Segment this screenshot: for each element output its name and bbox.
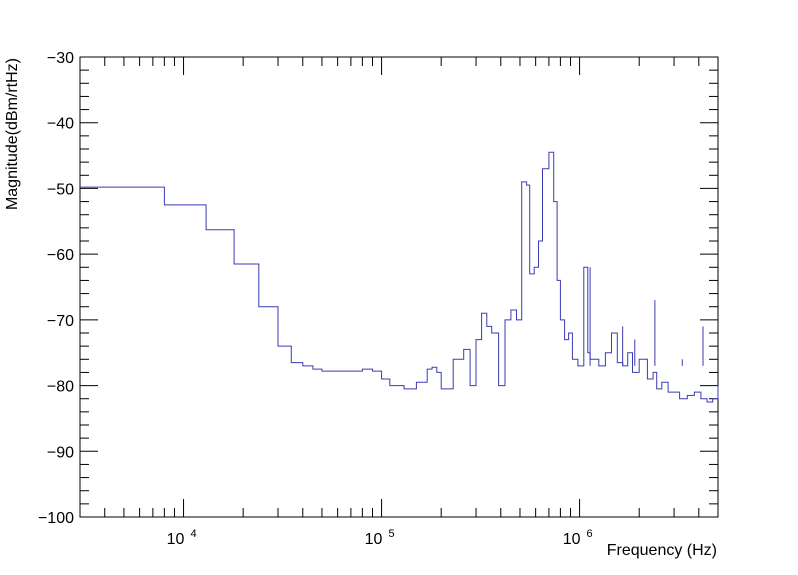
y-tick-label: −100 (38, 510, 74, 527)
x-tick-label: 10 (563, 531, 581, 548)
y-tick-label: −90 (47, 444, 74, 461)
x-tick-label: 10 (167, 531, 185, 548)
y-tick-label: −40 (47, 116, 74, 133)
x-tick-exponent: 5 (389, 528, 395, 540)
x-tick-exponent: 6 (587, 528, 593, 540)
y-tick-label: −80 (47, 379, 74, 396)
y-axis: −30 −40 −50 −60 −70 −80 −90 −100 (38, 50, 718, 527)
x-axis-title: Frequency (Hz) (607, 542, 717, 559)
y-tick-label: −50 (47, 181, 74, 198)
y-tick-label: −70 (47, 313, 74, 330)
y-tick-label: −60 (47, 247, 74, 264)
series-line (80, 151, 719, 403)
x-tick-label: 10 (365, 531, 383, 548)
x-tick-exponent: 4 (190, 528, 196, 540)
plot-frame (79, 56, 719, 518)
spikes (589, 267, 704, 366)
y-tick-label: −30 (47, 50, 74, 67)
y-axis-title: Magnitude(dBm/rtHz) (4, 58, 21, 210)
x-axis: 10 4 10 5 10 6 (79, 57, 719, 548)
